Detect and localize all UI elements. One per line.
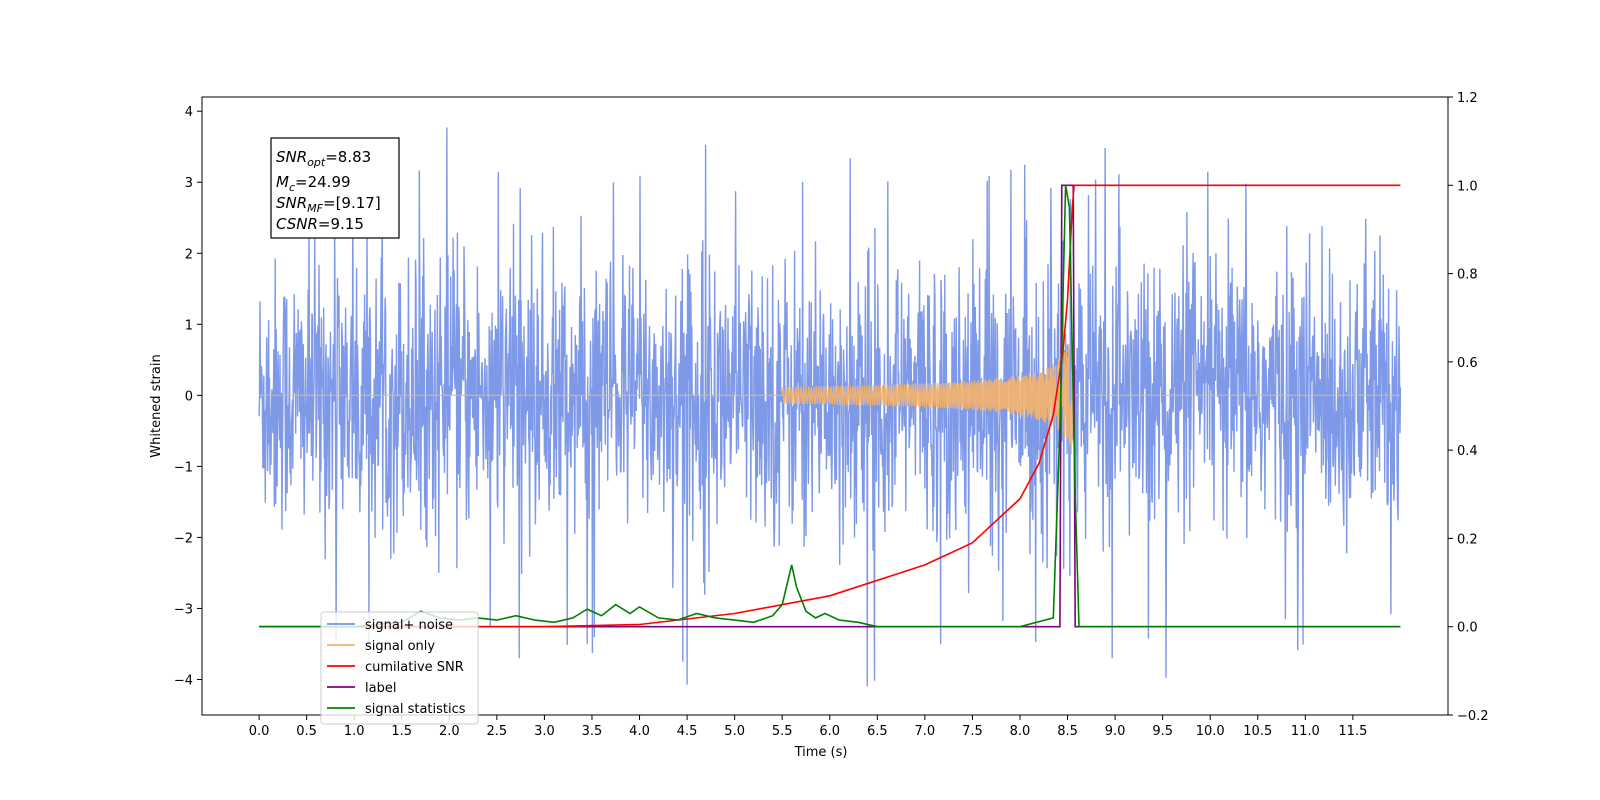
x-tick-label: 10.0 (1196, 724, 1225, 739)
y-tick-label: −1 (174, 460, 193, 475)
y-tick-label: 1 (185, 318, 193, 333)
legend-entry: signal only (365, 639, 435, 654)
x-tick-label: 11.0 (1291, 724, 1320, 739)
series-layer (258, 127, 1402, 687)
x-tick-label: 8.5 (1057, 724, 1078, 739)
x-tick-label: 5.5 (772, 724, 793, 739)
svg-text:Mc=24.99: Mc=24.99 (276, 173, 351, 194)
y2-tick-label: 0.8 (1457, 268, 1478, 283)
y-tick-label: 2 (185, 247, 193, 262)
legend-entry: cumilative SNR (365, 660, 464, 675)
x-axis-label: Time (s) (794, 745, 848, 760)
x-tick-label: 9.0 (1105, 724, 1126, 739)
x-tick-label: 4.5 (677, 724, 698, 739)
y-tick-label: −3 (174, 602, 193, 617)
y-axis-label: Whitened strain (149, 354, 164, 457)
x-tick-label: 9.5 (1152, 724, 1173, 739)
y2-tick-label: 1.0 (1457, 179, 1478, 194)
y-tick-label: −2 (174, 531, 193, 546)
y-tick-label: −4 (174, 673, 193, 688)
x-tick-label: 0.0 (249, 724, 270, 739)
x-axis-ticks: 0.0 0.5 1.0 1.5 2.0 2.5 3.0 3.5 4.0 4.5 5.0 5.5 6.0 6… (249, 715, 1367, 739)
x-tick-label: 2.0 (439, 724, 460, 739)
x-tick-label: 2.5 (487, 724, 508, 739)
y2-tick-label: 1.2 (1457, 91, 1478, 106)
snr-opt-value: =8.83 (325, 148, 371, 166)
snr-mf-value: =[9.17] (323, 194, 381, 212)
x-tick-label: 11.5 (1338, 724, 1367, 739)
legend: signal+ noise signal only cumilative SNR la… (320, 611, 479, 725)
svg-text:SNRopt=8.83: SNRopt=8.83 (276, 148, 371, 169)
metrics-annotation-box: SNRopt=8.83 Mc=24.99 SNRMF=[9.17] CSNR=9… (270, 137, 400, 239)
y2-tick-label: 0.4 (1457, 444, 1478, 459)
x-tick-label: 8.0 (1010, 724, 1031, 739)
x-tick-label: 4.0 (629, 724, 650, 739)
mc-value: =24.99 (295, 173, 351, 191)
x-tick-label: 6.5 (867, 724, 888, 739)
legend-entry: signal statistics (365, 702, 466, 717)
y-tick-label: 3 (185, 176, 193, 191)
legend-entry: label (365, 681, 396, 696)
y2-axis-ticks: 1.2 1.0 0.8 0.6 0.4 0.2 0.0 −0.2 (1448, 91, 1489, 724)
y2-tick-label: 0.6 (1457, 356, 1478, 371)
legend-entry: signal+ noise (365, 618, 453, 633)
x-tick-label: 5.0 (724, 724, 745, 739)
x-tick-label: 7.5 (962, 724, 983, 739)
x-tick-label: 3.0 (534, 724, 555, 739)
y-tick-label: 0 (185, 389, 193, 404)
plot-frame (201, 96, 1449, 716)
x-tick-label: 1.0 (344, 724, 365, 739)
series-signal-noise (258, 127, 1402, 687)
y-axis-ticks: 4 3 2 1 0 −1 −2 −3 −4 (174, 105, 202, 688)
x-tick-label: 7.0 (915, 724, 936, 739)
x-tick-label: 1.5 (391, 724, 412, 739)
y2-tick-label: −0.2 (1457, 709, 1489, 724)
y2-tick-label: 0.0 (1457, 621, 1478, 636)
x-tick-label: 3.5 (582, 724, 603, 739)
x-tick-label: 6.0 (819, 724, 840, 739)
x-tick-label: 10.5 (1243, 724, 1272, 739)
svg-text:CSNR=9.15: CSNR=9.15 (276, 215, 364, 233)
y-tick-label: 4 (185, 105, 193, 120)
svg-text:SNRMF=[9.17]: SNRMF=[9.17] (276, 194, 381, 215)
x-tick-label: 0.5 (296, 724, 317, 739)
y2-tick-label: 0.2 (1457, 532, 1478, 547)
csnr-value: =9.15 (318, 215, 364, 233)
legend-box (320, 611, 479, 725)
series-signal-only (259, 344, 1401, 455)
